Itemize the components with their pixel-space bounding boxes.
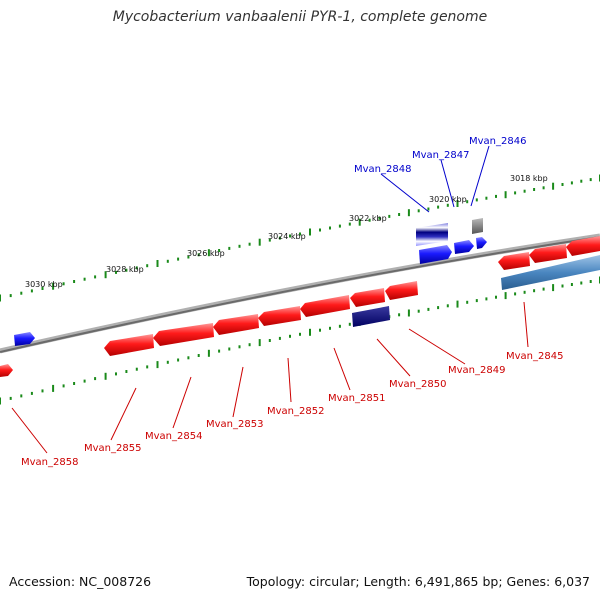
scale-label-3022: 3022 kbp [349,214,387,223]
gene-arrow-right-2[interactable] [529,244,567,263]
gene-label-mvan-2855: Mvan_2855 [84,443,141,454]
gene-arrow-mvan-2853[interactable] [213,314,259,335]
gene-arrow-grey[interactable] [472,218,483,234]
gene-label-mvan-2850: Mvan_2850 [389,379,446,390]
genome-stats-text: Topology: circular; Length: 6,491,865 bp… [246,574,590,589]
inner-scale-ticks [0,276,600,405]
gene-label-mvan-2854: Mvan_2854 [145,431,202,442]
scale-label-3020: 3020 kbp [429,195,467,204]
forward-labels: Mvan_2846 Mvan_2847 Mvan_2848 [354,136,526,175]
gene-label-mvan-2853: Mvan_2853 [206,419,263,430]
gene-label-mvan-2845: Mvan_2845 [506,351,563,362]
gene-arrow-mvan-2858[interactable] [0,364,13,377]
gene-arrow-mvan-2846[interactable] [476,237,487,249]
gene-arrow-right-1[interactable] [498,252,530,270]
gene-label-mvan-2848: Mvan_2848 [354,164,411,175]
outer-scale-ticks [0,174,600,302]
gene-arrow-left[interactable] [14,332,35,346]
forward-strand-genes [14,218,487,346]
gene-arrow-mvan-2855[interactable] [104,334,154,356]
gene-arrow-mvan-2851[interactable] [300,295,350,317]
gene-arrow-mvan-2852[interactable] [258,306,301,326]
gene-arrow-mvan-2849[interactable] [385,281,418,300]
gene-arrow-mvan-2848b[interactable] [419,245,452,264]
gene-arrow-mvan-2850[interactable] [350,288,385,307]
reverse-labels: Mvan_2845 Mvan_2849 Mvan_2850 Mvan_2851 … [21,351,563,468]
reverse-label-leaders [11,301,529,454]
gene-label-mvan-2846: Mvan_2846 [469,136,526,147]
scale-label-3028: 3028 kbp [106,265,144,274]
gene-label-mvan-2849: Mvan_2849 [448,365,505,376]
gene-arrow-mvan-2848[interactable] [416,223,448,246]
gene-arrow-right-3[interactable] [566,236,600,256]
gene-arrow-mvan-2847[interactable] [454,240,474,254]
map-title: Mycobacterium vanbaalenii PYR-1, complet… [112,9,488,25]
scale-label-3026: 3026 kbp [187,249,225,258]
gene-block-steel[interactable] [501,255,600,290]
gene-label-mvan-2851: Mvan_2851 [328,393,385,404]
forward-label-leaders [380,145,490,213]
gene-arrow-mvan-2854[interactable] [153,323,214,346]
scale-labels: 3030 kbp 3028 kbp 3026 kbp 3024 kbp 3022… [25,174,548,289]
reverse-strand-genes [0,236,600,377]
gene-label-mvan-2858: Mvan_2858 [21,457,78,468]
genome-backbone-shade [0,236,600,353]
scale-label-3030: 3030 kbp [25,280,63,289]
gene-label-mvan-2852: Mvan_2852 [267,406,324,417]
gene-block-navy[interactable] [352,306,390,327]
scale-label-3018: 3018 kbp [510,174,548,183]
gene-label-mvan-2847: Mvan_2847 [412,150,469,161]
scale-label-3024: 3024 kbp [268,232,306,241]
accession-text: Accession: NC_008726 [9,574,152,589]
